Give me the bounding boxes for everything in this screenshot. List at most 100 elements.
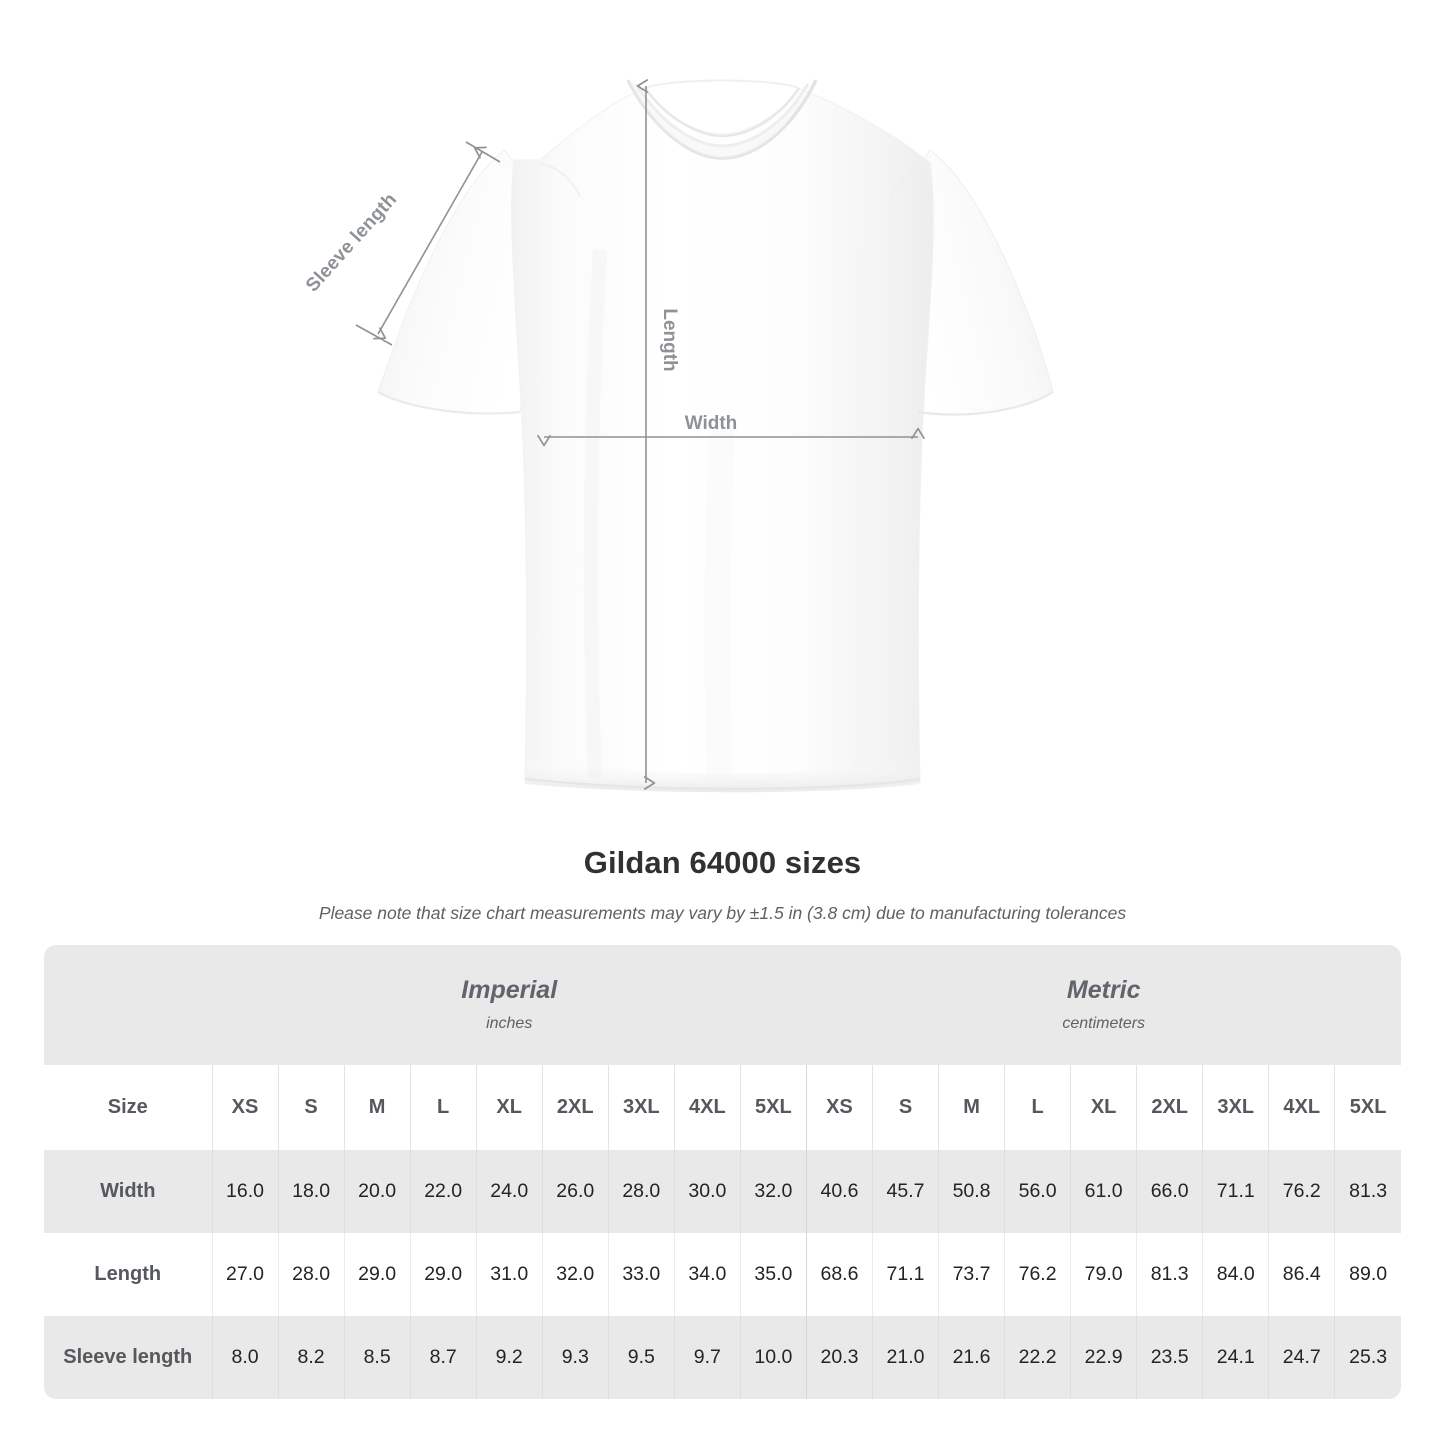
- width-label: Width: [684, 413, 738, 434]
- cell-sleeve-metric-2xl: 23.5: [1136, 1316, 1203, 1399]
- cell-length-metric-5xl: 89.0: [1334, 1233, 1401, 1316]
- tshirt-illustration: Sleeve length Length Width: [302, 79, 1054, 793]
- sleeve-tick-top: [465, 141, 501, 163]
- cell-length-metric-l: 76.2: [1004, 1233, 1071, 1316]
- cell-width-imperial-xs: 16.0: [211, 1150, 279, 1233]
- cell-length-imperial-s: 28.0: [277, 1233, 345, 1316]
- header-size-imperial-m: M: [343, 1065, 411, 1150]
- cell-sleeve-imperial-xs: 8.0: [211, 1316, 279, 1399]
- cell-sleeve-imperial-xl: 9.2: [475, 1316, 543, 1399]
- cell-sleeve-imperial-3xl: 9.5: [607, 1316, 675, 1399]
- cell-sleeve-metric-5xl: 25.3: [1334, 1316, 1401, 1399]
- row-label-length: Length: [44, 1233, 212, 1316]
- cell-sleeve-imperial-2xl: 9.3: [541, 1316, 609, 1399]
- cell-length-imperial-l: 29.0: [409, 1233, 477, 1316]
- tshirt-body-shape: [377, 79, 1054, 793]
- cell-length-metric-s: 71.1: [871, 1233, 939, 1316]
- cell-sleeve-metric-l: 22.2: [1004, 1316, 1071, 1399]
- cell-sleeve-metric-4xl: 24.7: [1268, 1316, 1335, 1399]
- header-size-label: Size: [44, 1065, 212, 1150]
- table-row-width: Width 16.0 18.0 20.0 22.0 24.0 26.0 28.0…: [44, 1150, 1401, 1233]
- header-size-imperial-2xl: 2XL: [541, 1065, 609, 1150]
- unit-banner-spacer: [44, 945, 212, 1065]
- cell-sleeve-metric-s: 21.0: [871, 1316, 939, 1399]
- sleeve-tick-bottom: [355, 324, 393, 346]
- cell-sleeve-imperial-m: 8.5: [343, 1316, 411, 1399]
- cell-width-imperial-xl: 24.0: [475, 1150, 543, 1233]
- cell-length-imperial-3xl: 33.0: [607, 1233, 675, 1316]
- cell-width-imperial-m: 20.0: [343, 1150, 411, 1233]
- cell-width-metric-2xl: 66.0: [1136, 1150, 1203, 1233]
- size-table-container: Imperial inches Metric centimeters Size …: [44, 945, 1401, 1399]
- metric-sub-label: centimeters: [1062, 1015, 1146, 1032]
- cell-sleeve-metric-xl: 22.9: [1070, 1316, 1137, 1399]
- imperial-label: Imperial: [461, 976, 558, 1004]
- cell-sleeve-imperial-l: 8.7: [409, 1316, 477, 1399]
- header-size-imperial-5xl: 5XL: [739, 1065, 807, 1150]
- length-label: Length: [659, 308, 680, 372]
- cell-sleeve-metric-m: 21.6: [938, 1316, 1005, 1399]
- metric-label: Metric: [1066, 976, 1141, 1004]
- cell-width-imperial-5xl: 32.0: [739, 1150, 807, 1233]
- cell-length-metric-4xl: 86.4: [1268, 1233, 1335, 1316]
- cell-width-imperial-2xl: 26.0: [541, 1150, 609, 1233]
- cell-width-metric-m: 50.8: [938, 1150, 1005, 1233]
- cell-length-imperial-5xl: 35.0: [739, 1233, 807, 1316]
- cell-length-imperial-2xl: 32.0: [541, 1233, 609, 1316]
- imperial-unit-cell: Imperial inches: [212, 945, 807, 1065]
- cell-length-metric-xl: 79.0: [1070, 1233, 1137, 1316]
- cell-sleeve-metric-xs: 20.3: [805, 1316, 873, 1399]
- size-header-row: Size XS S M L XL 2XL 3XL 4XL 5XL XS S M …: [44, 1065, 1401, 1150]
- header-size-imperial-xs: XS: [211, 1065, 279, 1150]
- cell-width-metric-xl: 61.0: [1070, 1150, 1137, 1233]
- cell-length-imperial-4xl: 34.0: [673, 1233, 741, 1316]
- cell-sleeve-imperial-s: 8.2: [277, 1316, 345, 1399]
- header-size-metric-xs: XS: [805, 1065, 873, 1150]
- row-label-sleeve-length: Sleeve length: [44, 1316, 212, 1399]
- table-row-length: Length 27.0 28.0 29.0 29.0 31.0 32.0 33.…: [44, 1233, 1401, 1316]
- header-size-imperial-s: S: [277, 1065, 345, 1150]
- header-size-metric-l: L: [1004, 1065, 1071, 1150]
- size-chart-table: Imperial inches Metric centimeters Size …: [44, 945, 1401, 1399]
- cell-length-imperial-m: 29.0: [343, 1233, 411, 1316]
- cell-width-metric-xs: 40.6: [805, 1150, 873, 1233]
- row-label-width: Width: [44, 1150, 212, 1233]
- cell-length-metric-3xl: 84.0: [1202, 1233, 1269, 1316]
- cell-length-imperial-xl: 31.0: [475, 1233, 543, 1316]
- cell-length-metric-2xl: 81.3: [1136, 1233, 1203, 1316]
- header-size-imperial-xl: XL: [475, 1065, 543, 1150]
- imperial-sub-label: inches: [486, 1015, 533, 1032]
- page-title: Gildan 64000 sizes: [583, 845, 862, 880]
- title-block: Gildan 64000 sizes Please note that size…: [0, 845, 1445, 924]
- cell-width-metric-3xl: 71.1: [1202, 1150, 1269, 1233]
- header-size-metric-xl: XL: [1070, 1065, 1137, 1150]
- header-size-metric-4xl: 4XL: [1268, 1065, 1335, 1150]
- sleeve-dimension-arrow: [373, 146, 487, 340]
- cell-length-imperial-xs: 27.0: [211, 1233, 279, 1316]
- metric-unit-cell: Metric centimeters: [806, 945, 1401, 1065]
- header-size-imperial-l: L: [409, 1065, 477, 1150]
- cell-sleeve-imperial-5xl: 10.0: [739, 1316, 807, 1399]
- cell-width-metric-5xl: 81.3: [1334, 1150, 1401, 1233]
- cell-width-imperial-4xl: 30.0: [673, 1150, 741, 1233]
- cell-width-metric-s: 45.7: [871, 1150, 939, 1233]
- cell-length-metric-xs: 68.6: [805, 1233, 873, 1316]
- header-size-metric-2xl: 2XL: [1136, 1065, 1203, 1150]
- cell-length-metric-m: 73.7: [938, 1233, 1005, 1316]
- header-size-imperial-3xl: 3XL: [607, 1065, 675, 1150]
- header-size-metric-m: M: [938, 1065, 1005, 1150]
- cell-width-imperial-3xl: 28.0: [607, 1150, 675, 1233]
- cell-width-imperial-l: 22.0: [409, 1150, 477, 1233]
- header-size-metric-s: S: [871, 1065, 939, 1150]
- table-row-sleeve-length: Sleeve length 8.0 8.2 8.5 8.7 9.2 9.3 9.…: [44, 1316, 1401, 1399]
- header-size-imperial-4xl: 4XL: [673, 1065, 741, 1150]
- dimension-lines: [355, 79, 925, 790]
- cell-width-imperial-s: 18.0: [277, 1150, 345, 1233]
- tolerance-note: Please note that size chart measurements…: [318, 903, 1127, 923]
- cell-sleeve-imperial-4xl: 9.7: [673, 1316, 741, 1399]
- header-size-metric-3xl: 3XL: [1202, 1065, 1269, 1150]
- unit-banner-row: Imperial inches Metric centimeters: [44, 945, 1401, 1065]
- cell-width-metric-4xl: 76.2: [1268, 1150, 1335, 1233]
- header-size-metric-5xl: 5XL: [1334, 1065, 1401, 1150]
